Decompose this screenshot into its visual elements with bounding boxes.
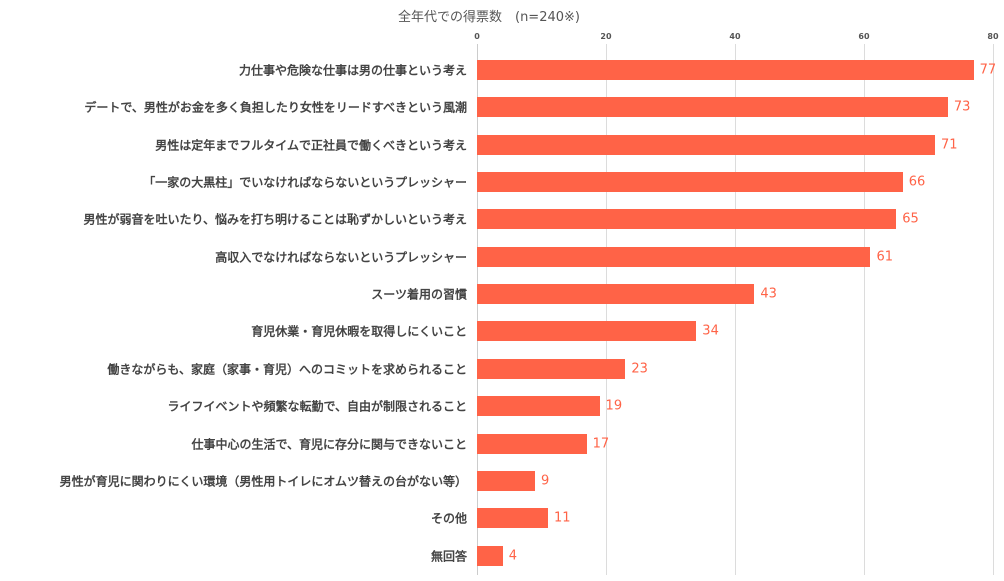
bar: [477, 246, 871, 267]
x-tick-label: 20: [600, 32, 612, 41]
value-label: 73: [953, 99, 971, 115]
bar: [477, 396, 600, 417]
value-label: 77: [979, 62, 997, 78]
value-label: 34: [702, 323, 719, 339]
category-label: 男性が弱音を吐いたり、悩みを打ち明けることは恥ずかしいという考え: [83, 212, 467, 227]
bar: [477, 321, 697, 342]
value-label: 11: [553, 510, 571, 526]
category-label: デートで、男性がお金を多く負担したり女性をリードすべきという風潮: [84, 100, 467, 115]
category-label: スーツ着用の習慣: [371, 287, 467, 302]
gridline: [606, 44, 607, 575]
bar: [477, 97, 948, 118]
chart-title: 全年代での得票数 (n=240※): [398, 10, 580, 25]
category-label: 男性は定年までフルタイムで正社員で働くべきという考え: [155, 138, 467, 153]
bar: [477, 209, 897, 230]
x-tick-label: 80: [987, 32, 999, 41]
value-label: 4: [508, 548, 518, 564]
category-label: 働きながらも、家庭（家事・育児）へのコミットを求められること: [107, 362, 467, 377]
x-tick-label: 60: [858, 32, 870, 41]
value-label: 66: [908, 174, 926, 190]
value-label: 43: [760, 286, 777, 302]
category-label: その他: [430, 511, 467, 526]
bar: [477, 508, 548, 529]
value-label: 61: [876, 249, 893, 265]
bar: [477, 134, 935, 155]
value-label: 9: [541, 473, 550, 489]
category-label: 無回答: [430, 549, 467, 564]
value-label: 71: [940, 137, 958, 153]
x-tick-label: 40: [729, 32, 741, 41]
category-label: ライフイベントや頻繁な転勤で、自由が制限されること: [167, 399, 467, 414]
gridline: [993, 44, 994, 575]
bar: [477, 284, 755, 305]
value-label: 23: [631, 361, 648, 377]
x-tick-label: 0: [474, 32, 480, 41]
bar: [477, 172, 903, 193]
bar: [477, 470, 536, 491]
gridline: [735, 44, 736, 575]
category-label: 男性が育児に関わりにくい環境（男性用トイレにオムツ替えの台がない等）: [59, 474, 467, 489]
category-label: 育児休業・育児休暇を取得しにくいこと: [251, 324, 467, 339]
bar: [477, 60, 974, 80]
value-label: 17: [592, 436, 610, 451]
category-label: 仕事中心の生活で、育児に存分に関与できないこと: [191, 437, 467, 451]
bar: [477, 433, 587, 454]
bar: [477, 358, 626, 379]
category-label: 高収入でなければならないというプレッシャー: [215, 250, 467, 265]
value-label: 19: [605, 398, 623, 414]
category-label: 力仕事や危険な仕事は男の仕事という考え: [238, 63, 467, 78]
value-label: 65: [902, 211, 919, 227]
gridline: [864, 44, 865, 575]
bar: [477, 545, 503, 566]
category-label: 「一家の大黒柱」でいなければならないというプレッシャー: [143, 175, 467, 190]
y-axis-line: [477, 44, 478, 575]
